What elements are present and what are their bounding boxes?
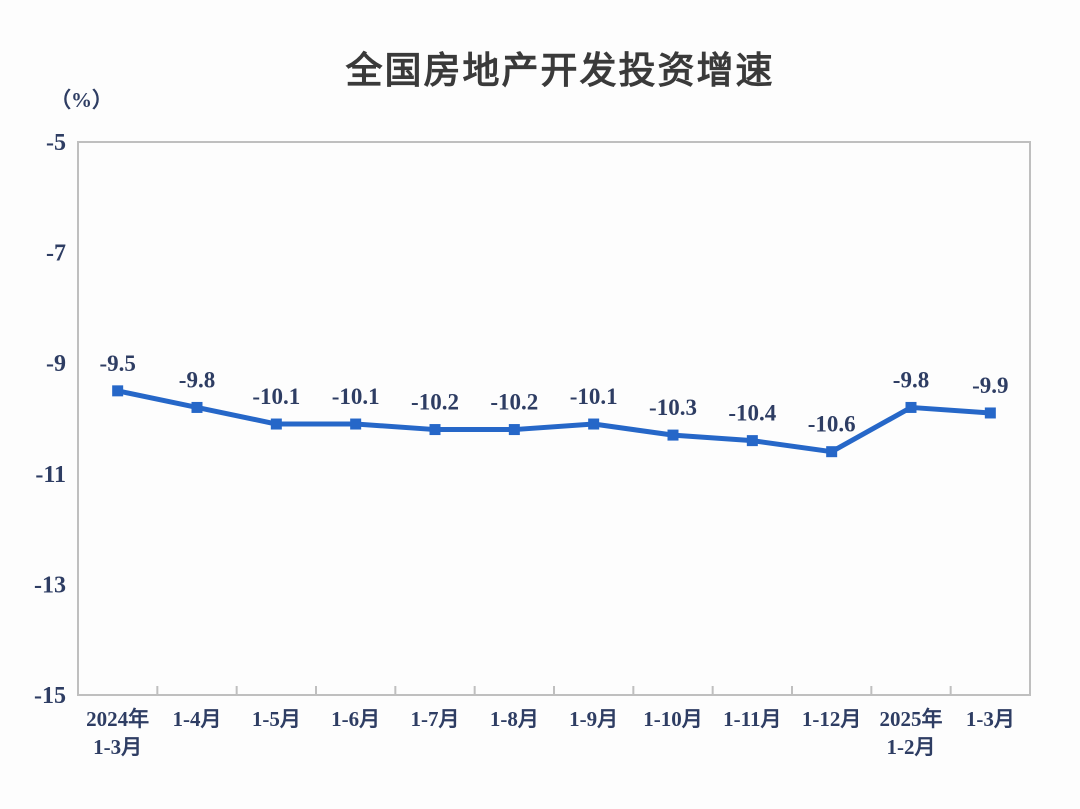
x-axis-label: 1-7月 [411,707,460,731]
y-tick-label: -13 [34,572,66,598]
data-point-marker [905,401,917,413]
data-point-marker [588,418,600,430]
x-axis-label: 1-10月 [643,707,703,731]
x-axis-label: 1-9月 [569,707,618,731]
x-axis-label: 1-4月 [173,707,222,731]
data-point-label: -10.1 [332,384,380,409]
x-axis-label: 1-11月 [723,707,781,731]
y-tick-label: -15 [34,683,66,709]
data-point-marker [270,418,282,430]
x-axis-label: 1-5月 [252,707,301,731]
data-point-label: -9.9 [972,373,1008,398]
y-tick-label: -9 [46,351,66,377]
x-axis-label: 1-8月 [490,707,539,731]
data-point-label: -10.2 [411,390,459,415]
data-point-marker [429,424,441,436]
data-point-label: -10.1 [252,384,300,409]
data-point-label: -10.1 [570,384,618,409]
x-axis-label: 2024年 1-3月 [86,707,149,759]
y-tick-label: -5 [46,130,66,156]
y-axis-unit-label: （%） [50,88,113,112]
data-point-label: -10.4 [728,401,776,426]
data-point-marker [984,407,996,419]
x-axis-label: 1-3月 [966,707,1015,731]
data-point-marker [746,435,758,447]
data-point-label: -9.8 [179,367,215,392]
data-point-label: -9.8 [893,367,929,392]
data-point-marker [508,424,520,436]
data-point-marker [667,429,679,441]
x-axis-label: 2025年 1-2月 [880,707,943,759]
data-point-label: -9.5 [99,351,135,376]
data-line [115,388,993,455]
data-point-marker [826,446,838,458]
chart-title: 全国房地产开发投资增速 [345,50,775,91]
x-axis-label: 1-12月 [802,707,862,731]
data-point-label: -10.6 [808,412,856,437]
y-tick-label: -7 [46,241,66,267]
y-tick-label: -11 [35,462,66,488]
data-point-label: -10.2 [490,390,538,415]
x-axis-label: 1-6月 [331,707,380,731]
data-point-marker [112,385,124,397]
data-point-label: -10.3 [649,395,697,420]
data-point-marker [191,401,203,413]
data-point-marker [350,418,362,430]
